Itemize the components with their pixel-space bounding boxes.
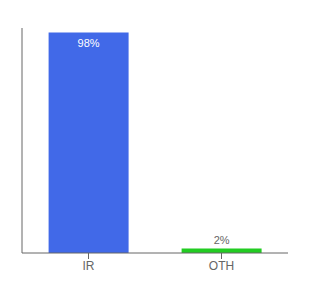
svg-text:98%: 98% xyxy=(78,37,100,49)
svg-text:IR: IR xyxy=(83,259,95,273)
svg-text:2%: 2% xyxy=(214,234,230,246)
svg-text:OTH: OTH xyxy=(209,259,234,273)
